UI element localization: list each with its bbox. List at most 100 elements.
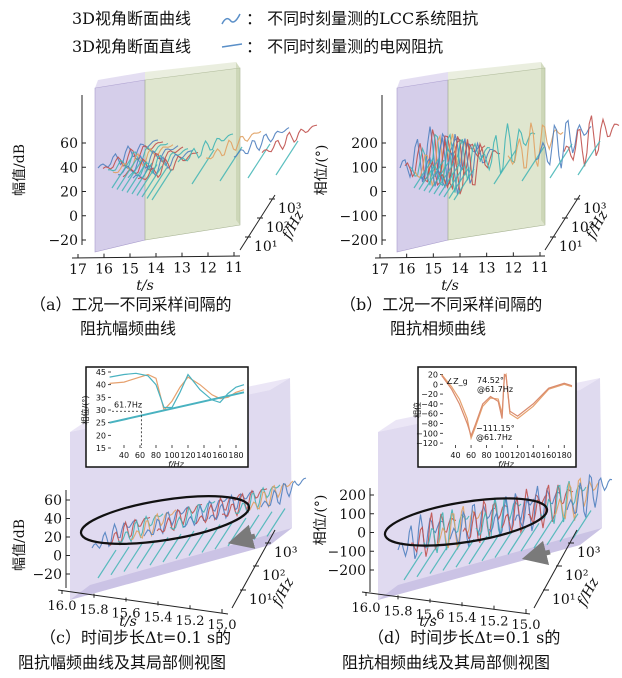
grid-impedance-line [191,149,215,185]
z-tick-label: 40 [44,512,62,528]
grid-impedance-line [126,161,148,193]
inset-series-line [441,372,573,441]
grid-impedance-line [416,548,436,578]
t-tick-label: 15.8 [80,603,109,618]
grid-impedance-line [549,143,573,179]
inset-y-tick-label: −80 [421,419,438,428]
t-tick-label: 17 [69,262,87,278]
grid-impedance-line [111,156,133,189]
lcc-impedance-slice [205,130,262,160]
grid-impedance-line [116,158,138,190]
grid-impedance-line [146,167,168,199]
grid-impedance-line [275,140,299,176]
panel-b-caption-1: （b）工况一不同采样间隔的 [340,295,542,314]
t-tick-label: 14 [451,261,469,277]
t-tick-label: 15.8 [384,604,413,619]
f-tick-label: 10¹ [254,239,277,255]
z-tick-label: −100 [328,544,366,560]
f-tick-label: 10¹ [552,592,575,608]
lcc-impedance-slice [104,516,151,546]
panel-d-f-ticks: 10¹ 10² 10³ [543,542,600,608]
inset-x-tick-label: 180 [557,451,572,460]
lcc-impedance-slice [462,498,509,544]
z-tick-label: 20 [60,185,78,201]
panel-a-z-label: 幅值/dB [12,144,28,196]
z-tick-label: 60 [60,136,78,152]
panel-a-caption-1: （a）工况一不同采样间隔的 [30,295,232,314]
z-tick-label: 100 [339,507,366,523]
panel-d-t-ticks: 16.0 15.8 15.6 15.4 15.2 15.0 [352,592,541,633]
inset-annotation: 61.7Hz [114,400,142,409]
inset-y-tick-label: −40 [421,400,438,409]
panel-c-t-label: t/s [119,614,137,630]
t-tick-label: 15.0 [512,618,541,633]
f-tick-label: 10² [266,220,289,236]
z-tick-label: 40 [60,160,78,176]
z-tick-label: −200 [328,563,366,579]
inset-x-tick-label: 160 [212,451,227,460]
panel-a-z-ticks: 60 40 20 0 −20 [48,136,86,249]
lcc-impedance-slice [102,141,164,170]
z-tick-label: 0 [357,526,366,542]
f-tick-label: 10³ [278,201,301,217]
inset-x-tick-label: 160 [541,451,556,460]
inset-annotation-zg: ∠Z_g [446,377,468,386]
t-tick-label: 17 [371,262,389,278]
t-tick-label: 16 [398,262,416,278]
panel-d-caption-2: 阻抗相频曲线及其局部侧视图 [342,653,550,672]
grid-impedance-line [418,158,440,190]
t-tick-label: 15 [424,261,442,277]
f-tick-label: 10³ [274,545,297,561]
panel-c-z-label: 幅值/dB [12,519,28,571]
t-tick-label: 16.0 [352,601,381,616]
inset-series-line [109,373,245,412]
panel-c-inset: 45 40 35 30 25 20 15 40 60 80 100 120 140 160 180 f/Hz 相… [80,366,249,469]
grid-impedance-line [413,156,435,189]
f-tick-label: 10¹ [249,592,272,608]
inset-x-tick-label: 40 [119,451,129,460]
grid-impedance-line [123,543,143,572]
grid-impedance-line [151,168,173,201]
lcc-impedance-slice [449,503,496,548]
panel-a-caption-2: 阻抗幅频曲线 [80,319,176,338]
grid-impedance-line [546,516,566,546]
inset-annotation-value2: −111.15° [476,424,515,433]
inset-x-tick-label: 60 [466,451,476,460]
t-tick-label: 15.4 [448,611,477,626]
grid-impedance-line [423,159,445,192]
panel-a-f-ticks: 10¹ 10² 10³ [245,198,301,255]
inset-x-tick-label: 120 [180,451,195,460]
inset-y-tick-label: −100 [416,429,438,438]
panel-c-view-arrow [227,524,256,549]
t-tick-label: 15.2 [176,614,205,629]
lcc-impedance-slice [566,473,613,518]
grid-impedance-line [149,536,169,566]
lcc-impedance-slice [208,490,255,521]
t-tick-label: 15 [121,261,139,277]
f-tick-label: 10² [571,220,594,236]
grid-impedance-line [494,529,514,558]
grid-impedance-line [429,545,449,574]
grid-impedance-line [468,535,488,565]
grid-impedance-line [442,542,462,571]
panel-d-caption-1: （d）时间步长Δt=0.1 s的 [368,628,560,647]
z-tick-label: 200 [339,488,366,504]
grid-impedance-line [443,165,465,198]
grid-impedance-line [428,161,450,193]
panel-b-f-ticks: 10¹ 10² 10³ [550,198,606,255]
panel-c-f-ticks: 10¹ 10² 10³ [240,542,297,608]
grid-impedance-line [136,540,156,569]
lcc-impedance-slice [143,506,190,537]
legend-curve-icon [221,13,241,25]
lcc-impedance-slice [475,497,522,539]
panel-d-z-label: 相位/(°) [313,495,329,546]
legend-line-desc: ： 不同时刻量测的电网阻抗 [246,37,443,56]
t-tick-label: 12 [504,260,522,276]
z-tick-label: 200 [351,136,378,152]
f-tick-label: 10² [565,568,588,584]
lcc-impedance-slice [429,138,491,193]
grid-impedance-line [110,546,130,576]
f-tick-label: 10³ [583,201,606,217]
inset-y-tick-label: 15 [96,444,106,453]
panel-a-boxes [94,62,241,253]
